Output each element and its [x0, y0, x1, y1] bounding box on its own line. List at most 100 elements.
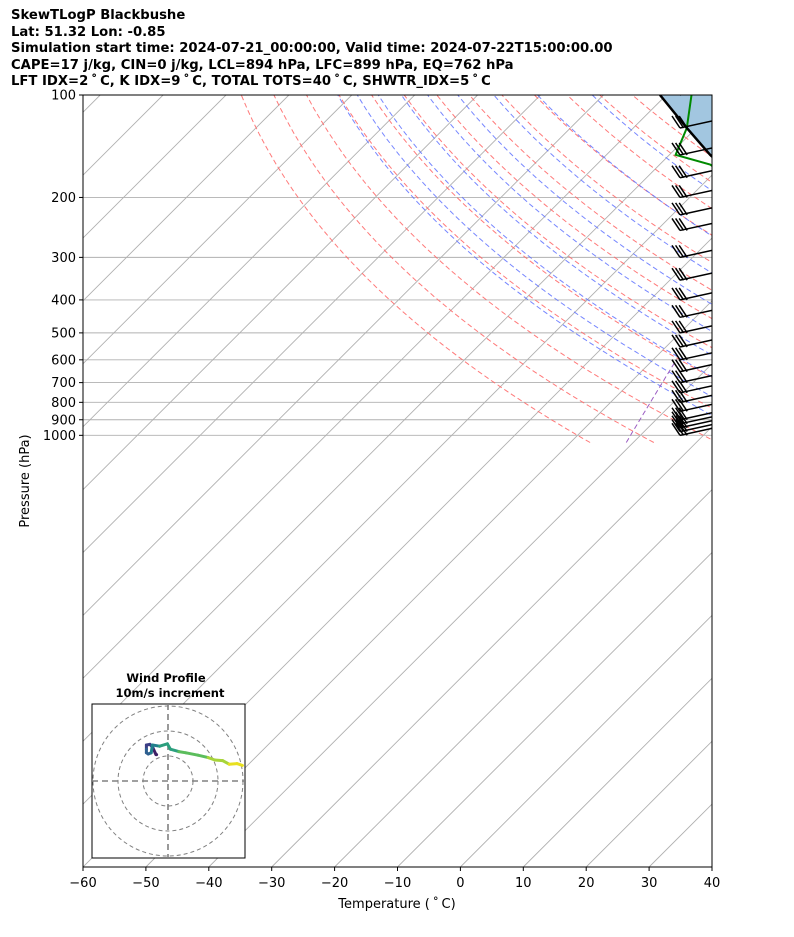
isotherm-line: [711, 866, 712, 867]
hodograph-segment: [184, 751, 200, 757]
wind-barb: [671, 334, 712, 348]
wind-profile-inset: Wind Profile 10m/s increment: [91, 671, 246, 859]
cape-fill: [660, 95, 712, 157]
isotherm-line: [271, 426, 712, 867]
dry-adiabat-line: [566, 95, 712, 210]
wind-barb: [671, 398, 712, 413]
dry-adiabat-line: [403, 95, 712, 349]
y-tick-label: 700: [51, 376, 76, 391]
x-tick-label: −30: [258, 876, 285, 891]
x-tick-label: 20: [578, 876, 595, 891]
dry-adiabat-line: [664, 95, 712, 132]
instability-indices: LFT IDX=2 ˚ C, K IDX=9 ˚ C, TOTAL TOTS=4…: [11, 74, 491, 90]
wind-barb: [671, 202, 712, 216]
mixing-ratio-line: [715, 360, 761, 443]
wind-barb: [671, 287, 712, 301]
wind-barb: [671, 407, 712, 421]
wind-barb: [671, 115, 712, 129]
mixing-ratio-line: [781, 360, 794, 443]
x-axis-ticks: −60 −50 −40 −30 −20 −10 0 10 20 30 40: [69, 867, 720, 891]
dewpoint-line: [674, 95, 712, 168]
isotherm-line: [83, 95, 290, 302]
moist-adiabat-line: [427, 95, 712, 333]
wind-barb: [671, 415, 712, 429]
moist-adiabat-line: [356, 95, 712, 398]
moist-adiabat-line: [337, 95, 712, 417]
x-tick-label: −40: [195, 876, 222, 891]
x-tick-label: −60: [69, 876, 96, 891]
wind-barb: [671, 359, 712, 373]
dry-adiabat-line: [599, 95, 712, 183]
isotherm-line: [83, 95, 604, 617]
moist-adiabat-line: [493, 95, 712, 274]
hodograph-segment: [235, 762, 244, 767]
dry-adiabat-line: [763, 95, 794, 443]
wind-barb: [671, 422, 712, 437]
isotherm-line: [83, 95, 101, 113]
wind-barb: [671, 389, 712, 404]
moist-adiabat-line: [457, 95, 712, 305]
moist-adiabat-line: [537, 95, 712, 237]
pressure-gridlines: [83, 95, 712, 436]
y-tick-label: 400: [51, 293, 76, 308]
y-tick-label: 1000: [43, 429, 76, 444]
y-tick-label: 100: [51, 89, 76, 104]
chart-title: SkewTLogP Blackbushe: [11, 8, 186, 23]
isotherm-line: [460, 614, 712, 867]
hodograph-trace: [144, 742, 244, 767]
mixing-ratio-lines: [625, 359, 794, 443]
dry-adiabat-line: [273, 95, 655, 443]
wind-barb: [671, 185, 712, 199]
wind-barb: [671, 347, 712, 361]
wind-barb: [671, 142, 712, 156]
y-tick-label: 300: [51, 251, 76, 266]
isotherm-line: [83, 95, 478, 491]
x-tick-label: 0: [456, 876, 464, 891]
wind-barb: [679, 95, 688, 96]
x-axis-label: Temperature ( ˚ C): [337, 896, 455, 912]
isotherm-line: [522, 677, 712, 867]
mixing-ratio-line: [625, 359, 677, 443]
inset-subtitle: 10m/s increment: [116, 686, 225, 700]
isotherm-line: [585, 740, 712, 867]
isotherm-line: [334, 488, 712, 867]
x-tick-label: 10: [515, 876, 532, 891]
x-tick-label: −10: [384, 876, 411, 891]
station-coordinates: Lat: 51.32 Lon: -0.85: [11, 24, 166, 40]
x-tick-label: −20: [321, 876, 348, 891]
isotherm-line: [83, 95, 541, 554]
dry-adiabat-line: [306, 95, 712, 441]
cape-area: [660, 95, 712, 157]
isotherm-line: [83, 95, 227, 239]
isotherm-line: [208, 363, 712, 867]
x-tick-label: 40: [704, 876, 721, 891]
stability-indices: CAPE=17 j/kg, CIN=0 j/kg, LCL=894 hPa, L…: [11, 57, 514, 73]
dry-adiabat-line: [501, 95, 712, 264]
dry-adiabat-line: [631, 95, 712, 158]
moist-adiabat-line: [400, 95, 712, 356]
y-tick-label: 800: [51, 396, 76, 411]
isotherm-line: [83, 111, 712, 742]
wind-barb: [671, 419, 712, 433]
wind-barb: [671, 304, 712, 319]
wind-barb: [671, 165, 712, 179]
x-tick-label: 30: [641, 876, 658, 891]
chart-header: SkewTLogP Blackbushe Lat: 51.32 Lon: -0.…: [11, 8, 613, 91]
isotherm-line: [83, 95, 667, 679]
inset-rings: [92, 704, 245, 858]
y-tick-label: 600: [51, 353, 76, 368]
x-tick-label: −50: [132, 876, 159, 891]
hodograph-segment: [196, 753, 210, 760]
dry-adiabat-line: [436, 95, 712, 320]
wind-barb: [671, 218, 712, 232]
wind-barb: [671, 244, 712, 259]
moist-adiabat-line: [755, 95, 794, 443]
wind-barb: [671, 267, 712, 281]
profile-lines: [659, 95, 712, 168]
dry-adiabat-line: [534, 95, 712, 236]
y-tick-label: 200: [51, 191, 76, 206]
dry-adiabat-line: [240, 95, 591, 443]
dry-adiabat-line: [371, 95, 712, 379]
